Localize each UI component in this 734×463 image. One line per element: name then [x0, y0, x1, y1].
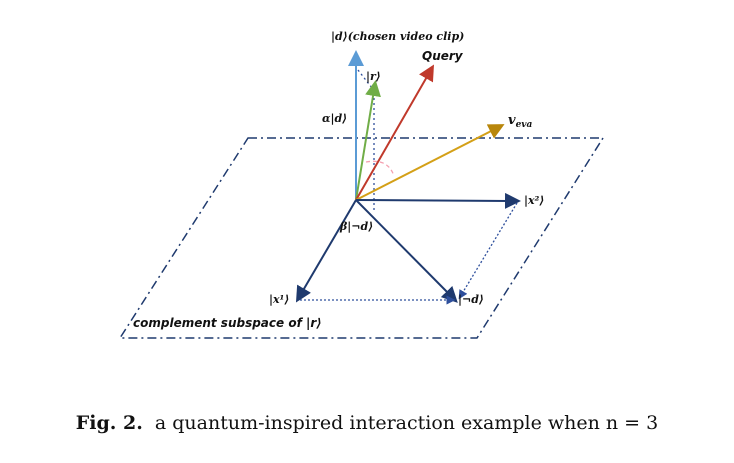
- figure-caption: Fig. 2. a quantum-inspired interaction e…: [0, 412, 734, 434]
- label-query: Query: [422, 49, 464, 63]
- label-alpha-d: α|d⟩: [322, 112, 347, 125]
- query-vector: [355, 64, 434, 201]
- label-r: |r⟩: [366, 70, 381, 83]
- label-v-eva-main: v: [508, 113, 516, 128]
- not-d-vector: [355, 199, 458, 303]
- complement-plane: [118, 137, 605, 339]
- x2-vector: [355, 192, 521, 209]
- label-beta-not-d: β|¬d⟩: [339, 220, 373, 233]
- label-complement: complement subspace of |r⟩: [133, 316, 322, 330]
- label-not-d: |¬d⟩: [458, 293, 484, 306]
- angle-arc: [365, 160, 395, 177]
- label-d-axis: |d⟩(chosen video clip): [331, 30, 464, 43]
- r-projection-dotted-2: [357, 69, 373, 89]
- label-v-eva: veva: [508, 113, 533, 130]
- caption-text: a quantum-inspired interaction example w…: [154, 412, 659, 434]
- x1-vector: [295, 199, 357, 303]
- r-vector: [355, 80, 381, 201]
- caption-prefix: Fig. 2.: [75, 412, 143, 434]
- x2-to-not-d-dotted: [458, 202, 518, 300]
- label-v-eva-sub: eva: [516, 120, 533, 130]
- v-eva-vector: [355, 124, 505, 201]
- label-x1: |x¹⟩: [269, 293, 289, 306]
- label-x2: |x²⟩: [524, 194, 544, 207]
